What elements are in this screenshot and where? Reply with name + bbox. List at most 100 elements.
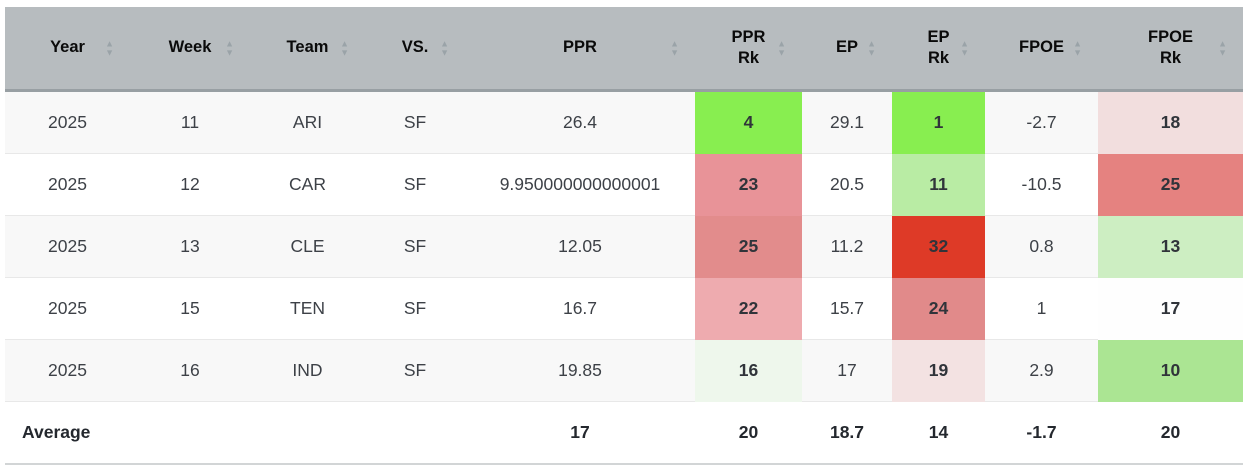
sort-arrows[interactable]: ▲ ▼: [225, 38, 234, 58]
week-cell: 11: [130, 90, 250, 154]
sort-asc-icon[interactable]: ▲: [225, 38, 234, 49]
week-cell: 12: [130, 153, 250, 216]
fpoe-rank-cell: 25: [1098, 153, 1243, 216]
column-header-year[interactable]: Year ▲ ▼: [5, 7, 130, 92]
ppr-cell: 16.7: [465, 277, 695, 340]
sort-arrows[interactable]: ▲ ▼: [777, 38, 786, 58]
week-cell: [130, 401, 250, 465]
column-header-vs[interactable]: VS. ▲ ▼: [365, 7, 465, 92]
sort-desc-icon[interactable]: ▼: [340, 47, 349, 58]
fpoe-rank-cell: 18: [1098, 90, 1243, 154]
sort-asc-icon[interactable]: ▲: [1218, 38, 1227, 49]
ep-rank-cell: 19: [892, 339, 985, 402]
ep-rank-cell: 14: [892, 401, 985, 464]
sort-arrows[interactable]: ▲ ▼: [1218, 38, 1227, 58]
ppr-rank-cell: 4: [695, 90, 802, 154]
vs-cell: SF: [365, 215, 465, 278]
column-label: EP Rk: [927, 27, 950, 67]
column-label: Week: [168, 38, 212, 57]
team-cell: TEN: [250, 277, 365, 340]
column-label: FPOE Rk: [1148, 27, 1193, 67]
ep-cell: 17: [802, 339, 892, 402]
fpoe-cell: 2.9: [985, 339, 1098, 402]
fpoe-cell: -10.5: [985, 153, 1098, 216]
sort-asc-icon[interactable]: ▲: [105, 38, 114, 49]
ppr-cell: 9.950000000000001: [465, 153, 695, 216]
ppr-cell: 19.85: [465, 339, 695, 402]
sort-desc-icon[interactable]: ▼: [440, 47, 449, 58]
sort-asc-icon[interactable]: ▲: [960, 38, 969, 49]
column-label: Team: [286, 38, 329, 57]
column-header-ep-rk[interactable]: EP Rk ▲ ▼: [892, 7, 985, 92]
fpoe-cell: 0.8: [985, 215, 1098, 278]
ep-rank-cell: 24: [892, 277, 985, 340]
sort-arrows[interactable]: ▲ ▼: [670, 38, 679, 58]
average-label: Average: [5, 401, 130, 465]
sort-desc-icon[interactable]: ▼: [960, 47, 969, 58]
vs-cell: SF: [365, 90, 465, 154]
column-label: PPR Rk: [731, 27, 766, 67]
vs-cell: SF: [365, 153, 465, 216]
ep-cell: 18.7: [802, 401, 892, 465]
ppr-rank-cell: 22: [695, 277, 802, 340]
team-cell: IND: [250, 339, 365, 402]
ep-rank-cell: 32: [892, 215, 985, 278]
sort-arrows[interactable]: ▲ ▼: [960, 38, 969, 58]
column-label: EP: [835, 38, 858, 57]
team-cell: ARI: [250, 90, 365, 154]
column-label: PPR: [563, 38, 597, 57]
column-header-fpoe-rk[interactable]: FPOE Rk ▲ ▼: [1098, 7, 1243, 92]
sort-asc-icon[interactable]: ▲: [670, 38, 679, 49]
fpoe-rank-cell: 13: [1098, 215, 1243, 278]
vs-cell: SF: [365, 339, 465, 402]
column-label: Year: [50, 38, 85, 57]
column-label: FPOE: [1019, 38, 1064, 57]
sort-desc-icon[interactable]: ▼: [105, 47, 114, 58]
sort-asc-icon[interactable]: ▲: [1073, 38, 1082, 49]
fpoe-cell: -1.7: [985, 401, 1098, 465]
sort-desc-icon[interactable]: ▼: [867, 47, 876, 58]
table-header: Year ▲ ▼ Week ▲ ▼ Team ▲ ▼ VS. ▲ ▼ PPR ▲ ▼ PP…: [5, 7, 1243, 92]
ppr-cell: 12.05: [465, 215, 695, 278]
table-row: 2025 16 IND SF 19.85 16 17 19 2.9 10: [5, 339, 1243, 402]
column-header-team[interactable]: Team ▲ ▼: [250, 7, 365, 92]
ppr-rank-cell: 23: [695, 153, 802, 216]
sort-asc-icon[interactable]: ▲: [777, 38, 786, 49]
sort-desc-icon[interactable]: ▼: [777, 47, 786, 58]
ppr-cell: 17: [465, 401, 695, 465]
ep-cell: 29.1: [802, 90, 892, 154]
fpoe-rank-cell: 20: [1098, 401, 1243, 464]
column-header-fpoe[interactable]: FPOE ▲ ▼: [985, 7, 1098, 92]
column-label: VS.: [401, 38, 429, 57]
sort-arrows[interactable]: ▲ ▼: [105, 38, 114, 58]
year-cell: 2025: [5, 153, 130, 216]
column-header-week[interactable]: Week ▲ ▼: [130, 7, 250, 92]
sort-desc-icon[interactable]: ▼: [670, 47, 679, 58]
sort-desc-icon[interactable]: ▼: [225, 47, 234, 58]
column-header-ep[interactable]: EP ▲ ▼: [802, 7, 892, 92]
table-row: 2025 15 TEN SF 16.7 22 15.7 24 1 17: [5, 277, 1243, 340]
column-header-ppr[interactable]: PPR ▲ ▼: [465, 7, 695, 92]
fpoe-rank-cell: 17: [1098, 277, 1243, 340]
week-cell: 15: [130, 277, 250, 340]
column-header-ppr-rk[interactable]: PPR Rk ▲ ▼: [695, 7, 802, 92]
table-row: 2025 11 ARI SF 26.4 4 29.1 1 -2.7 18: [5, 90, 1243, 154]
sort-asc-icon[interactable]: ▲: [867, 38, 876, 49]
ep-cell: 11.2: [802, 215, 892, 278]
average-row: Average 17 20 18.7 14 -1.7 20: [5, 401, 1243, 465]
sort-asc-icon[interactable]: ▲: [440, 38, 449, 49]
sort-asc-icon[interactable]: ▲: [340, 38, 349, 49]
sort-desc-icon[interactable]: ▼: [1218, 47, 1227, 58]
week-cell: 13: [130, 215, 250, 278]
sort-arrows[interactable]: ▲ ▼: [340, 38, 349, 58]
sort-arrows[interactable]: ▲ ▼: [867, 38, 876, 58]
sort-arrows[interactable]: ▲ ▼: [1073, 38, 1082, 58]
fpoe-cell: 1: [985, 277, 1098, 340]
sort-desc-icon[interactable]: ▼: [1073, 47, 1082, 58]
fpoe-rank-cell: 10: [1098, 339, 1243, 402]
sort-arrows[interactable]: ▲ ▼: [440, 38, 449, 58]
ep-cell: 20.5: [802, 153, 892, 216]
table-body: 2025 11 ARI SF 26.4 4 29.1 1 -2.7 18 202…: [5, 90, 1243, 465]
table-row: 2025 13 CLE SF 12.05 25 11.2 32 0.8 13: [5, 215, 1243, 278]
